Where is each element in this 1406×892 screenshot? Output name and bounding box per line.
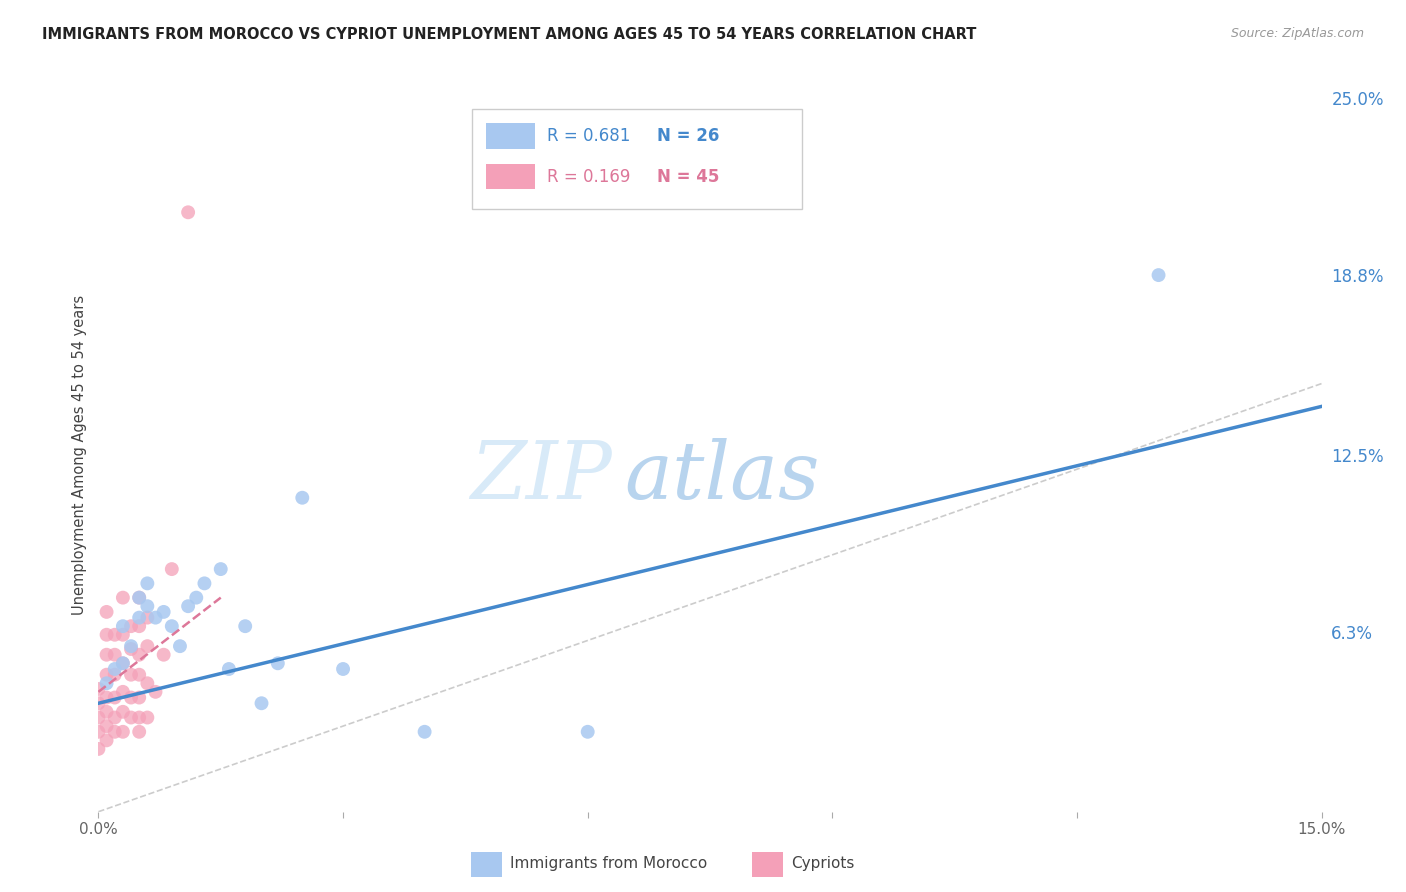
Point [111, 619, 134, 633]
Point [291, 491, 314, 505]
Point [128, 591, 150, 605]
Point [128, 710, 150, 724]
Point [218, 662, 240, 676]
Point [152, 605, 174, 619]
Point [104, 690, 127, 705]
Text: IMMIGRANTS FROM MOROCCO VS CYPRIOT UNEMPLOYMENT AMONG AGES 45 TO 54 YEARS CORREL: IMMIGRANTS FROM MOROCCO VS CYPRIOT UNEMP… [42, 27, 977, 42]
Point [120, 667, 142, 681]
Point [152, 648, 174, 662]
FancyBboxPatch shape [486, 164, 536, 189]
Point [96, 705, 118, 719]
Point [128, 648, 150, 662]
Point [136, 599, 159, 614]
Point [145, 610, 167, 624]
Point [96, 605, 118, 619]
Point [209, 562, 232, 576]
Point [96, 676, 118, 690]
Text: Immigrants from Morocco: Immigrants from Morocco [510, 856, 707, 871]
Text: Cypriots: Cypriots [792, 856, 855, 871]
Point [128, 690, 150, 705]
Y-axis label: Unemployment Among Ages 45 to 54 years: Unemployment Among Ages 45 to 54 years [72, 295, 87, 615]
Point [111, 724, 134, 739]
Point [177, 599, 200, 614]
Point [96, 733, 118, 747]
Point [87, 742, 110, 756]
Point [104, 710, 127, 724]
Point [120, 619, 142, 633]
Point [128, 724, 150, 739]
Text: atlas: atlas [624, 438, 820, 515]
Point [111, 657, 134, 671]
Point [96, 667, 118, 681]
Point [96, 690, 118, 705]
Point [104, 724, 127, 739]
Point [160, 562, 183, 576]
Point [169, 639, 191, 653]
Point [104, 628, 127, 642]
Point [96, 719, 118, 733]
Point [120, 639, 142, 653]
Point [87, 681, 110, 696]
Point [87, 696, 110, 710]
Text: R = 0.169: R = 0.169 [547, 168, 631, 186]
Text: R = 0.681: R = 0.681 [547, 127, 631, 145]
Point [413, 724, 436, 739]
Point [120, 642, 142, 657]
Point [136, 676, 159, 690]
Point [576, 724, 599, 739]
FancyBboxPatch shape [471, 109, 801, 209]
Text: ZIP: ZIP [471, 438, 612, 515]
Point [87, 710, 110, 724]
Point [186, 591, 208, 605]
Point [160, 619, 183, 633]
Point [136, 710, 159, 724]
Text: N = 45: N = 45 [658, 168, 720, 186]
Point [267, 657, 290, 671]
Point [128, 619, 150, 633]
Point [96, 628, 118, 642]
Point [111, 591, 134, 605]
Point [233, 619, 256, 633]
Point [104, 662, 127, 676]
Point [177, 205, 200, 219]
Point [104, 667, 127, 681]
Point [120, 690, 142, 705]
Point [104, 648, 127, 662]
Point [1147, 268, 1170, 282]
Point [145, 685, 167, 699]
Point [128, 667, 150, 681]
Point [111, 685, 134, 699]
Text: Source: ZipAtlas.com: Source: ZipAtlas.com [1230, 27, 1364, 40]
Point [136, 639, 159, 653]
Point [87, 724, 110, 739]
Point [120, 710, 142, 724]
FancyBboxPatch shape [486, 123, 536, 149]
Point [111, 657, 134, 671]
Point [136, 610, 159, 624]
Point [96, 648, 118, 662]
Point [193, 576, 215, 591]
Point [128, 591, 150, 605]
Point [111, 628, 134, 642]
Text: N = 26: N = 26 [658, 127, 720, 145]
Point [111, 705, 134, 719]
Point [128, 610, 150, 624]
Point [332, 662, 354, 676]
Point [136, 576, 159, 591]
Point [250, 696, 273, 710]
